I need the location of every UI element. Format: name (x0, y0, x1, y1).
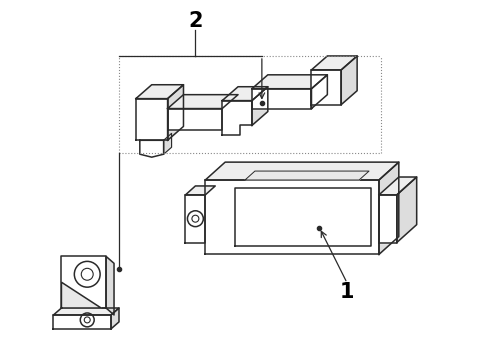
Polygon shape (312, 56, 357, 70)
Polygon shape (53, 308, 119, 315)
Polygon shape (397, 177, 416, 243)
Polygon shape (222, 100, 252, 135)
Polygon shape (341, 56, 357, 105)
Polygon shape (252, 75, 327, 89)
Polygon shape (252, 87, 268, 125)
Polygon shape (245, 171, 369, 180)
Polygon shape (168, 85, 183, 140)
Polygon shape (379, 177, 416, 195)
Polygon shape (136, 85, 183, 99)
Polygon shape (222, 87, 268, 100)
Polygon shape (61, 282, 101, 308)
Polygon shape (136, 99, 168, 140)
Polygon shape (312, 75, 327, 109)
Text: 1: 1 (340, 282, 354, 302)
Polygon shape (140, 140, 164, 157)
Polygon shape (168, 109, 222, 130)
Polygon shape (185, 186, 215, 195)
Polygon shape (379, 195, 397, 243)
Polygon shape (252, 89, 312, 109)
Polygon shape (61, 256, 106, 308)
Polygon shape (312, 70, 341, 105)
Polygon shape (111, 308, 119, 329)
Polygon shape (53, 315, 111, 329)
Polygon shape (164, 133, 171, 154)
Text: 2: 2 (188, 11, 203, 31)
Polygon shape (185, 195, 205, 243)
Polygon shape (205, 180, 379, 255)
Polygon shape (168, 95, 238, 109)
Polygon shape (106, 256, 114, 315)
Polygon shape (205, 162, 399, 180)
Polygon shape (379, 162, 399, 255)
